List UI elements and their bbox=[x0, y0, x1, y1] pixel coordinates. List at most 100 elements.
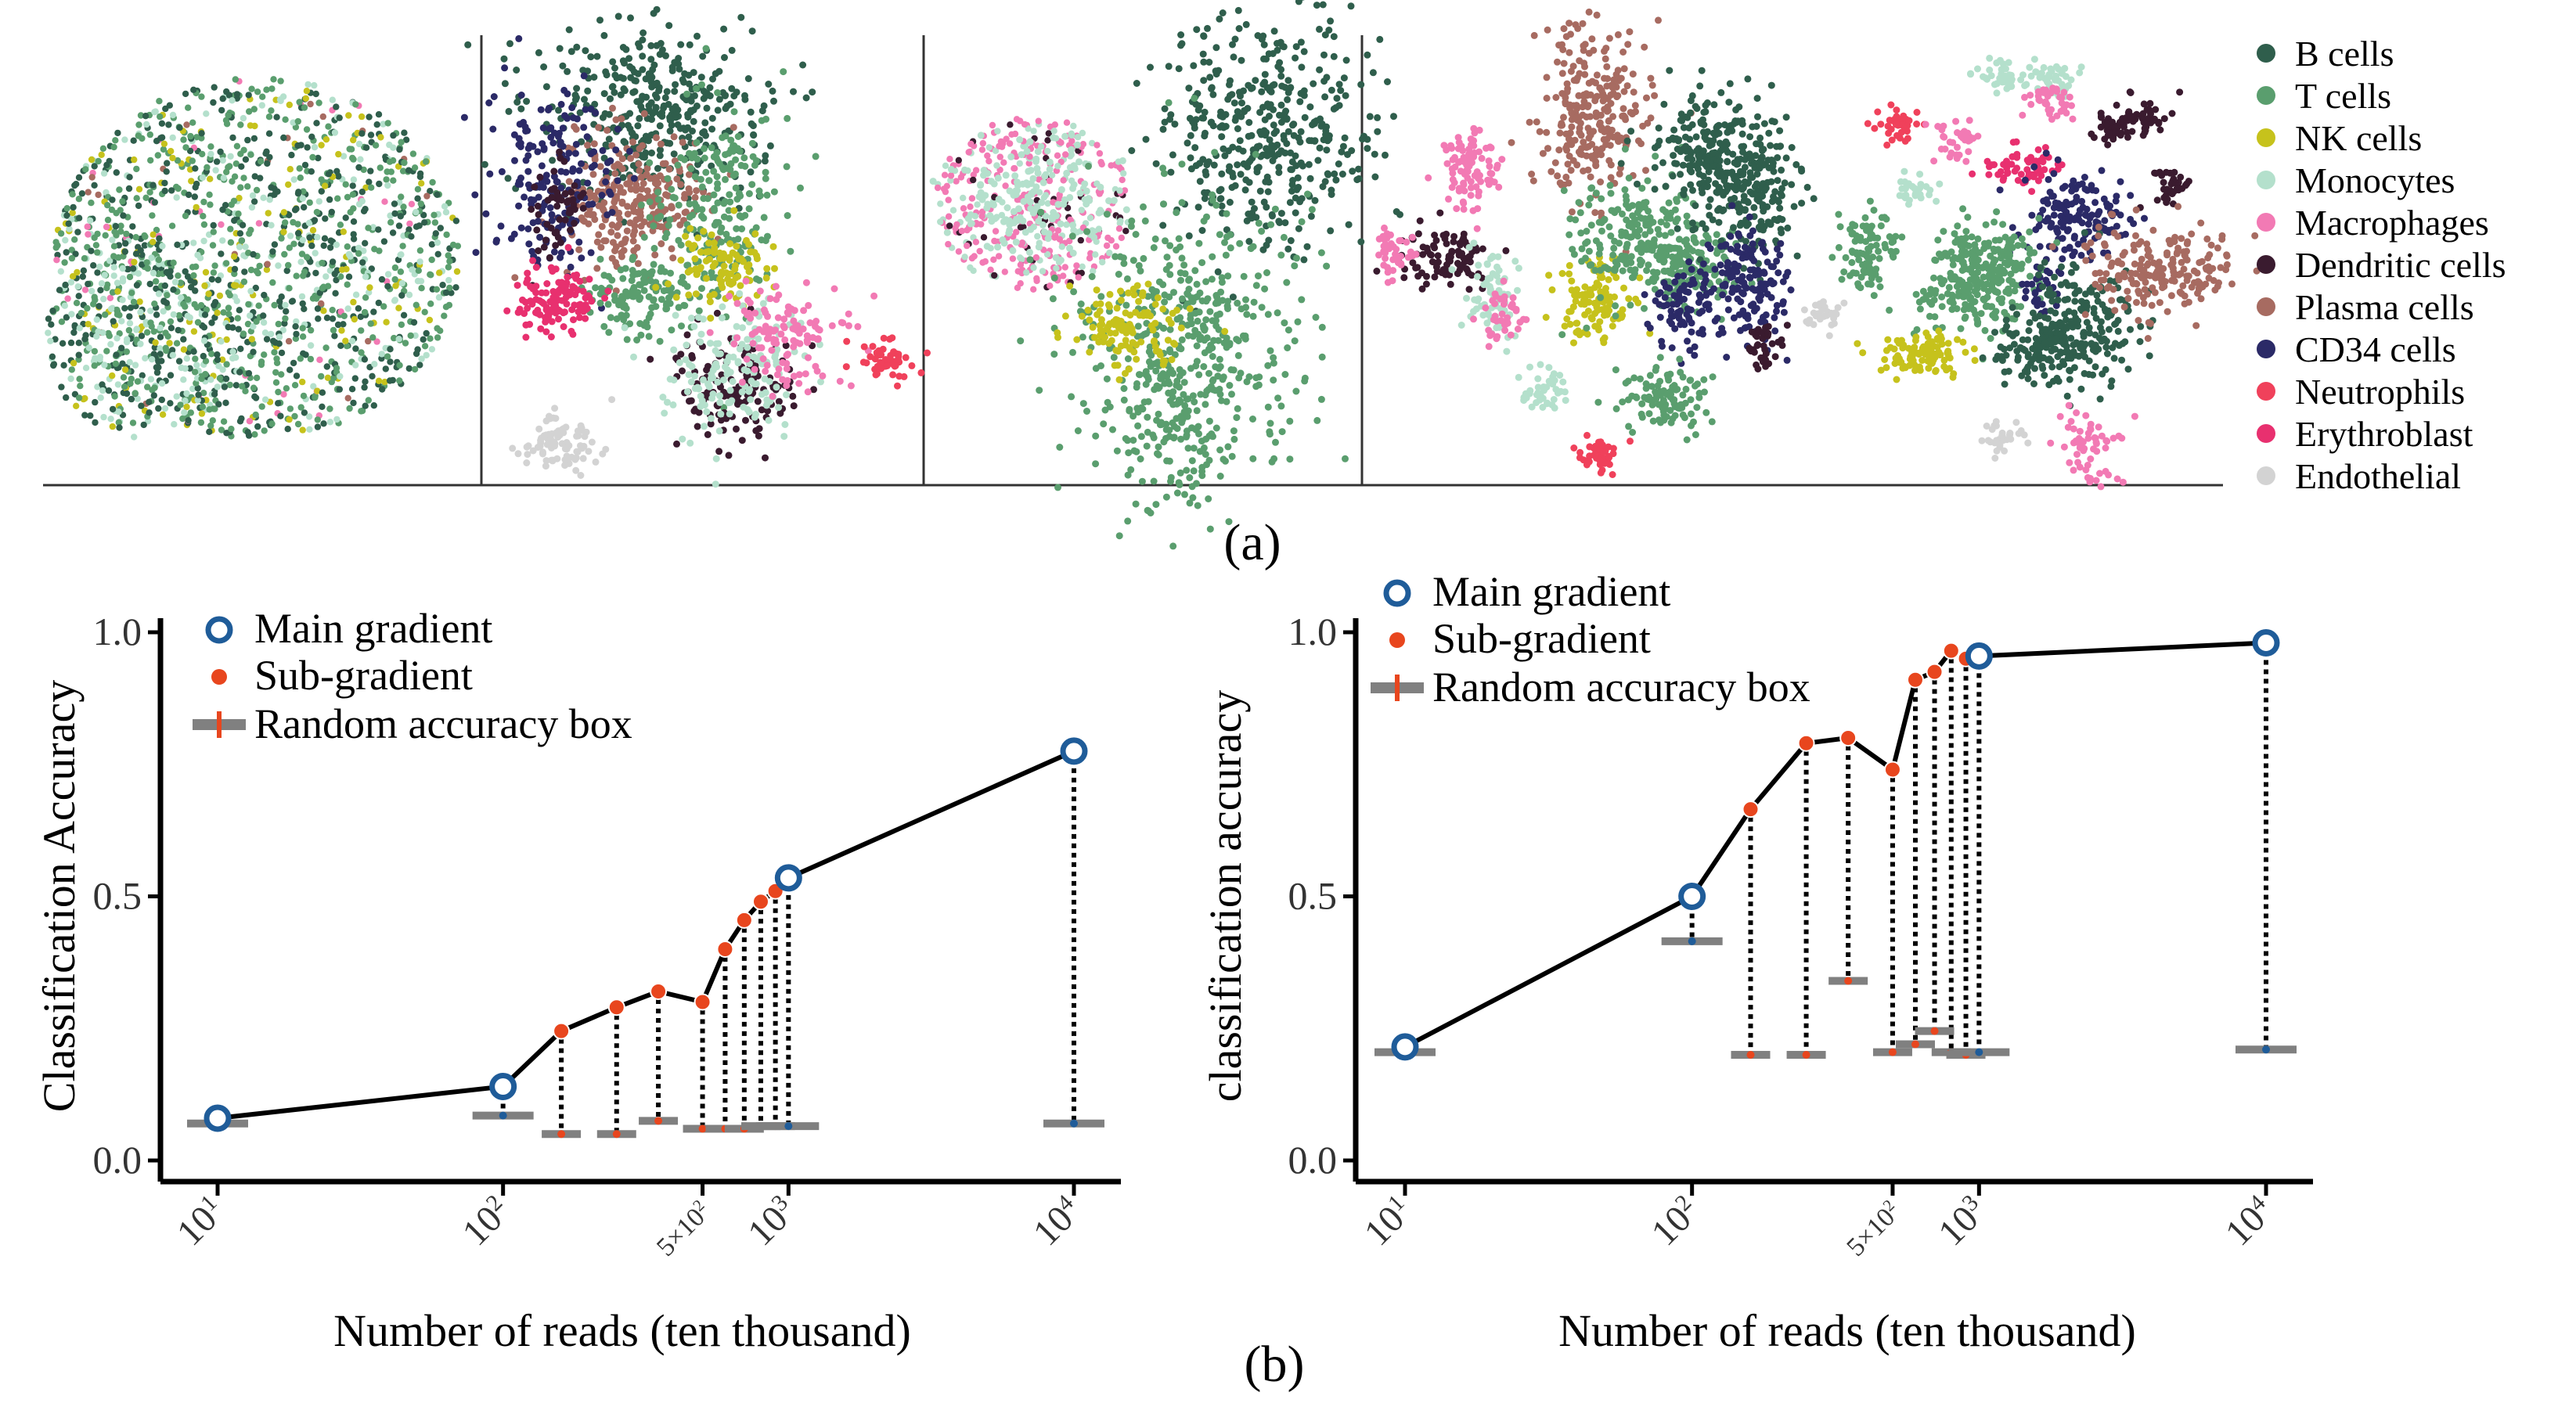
cell-point bbox=[745, 190, 753, 197]
cell-point bbox=[1045, 130, 1053, 137]
cell-point bbox=[147, 308, 154, 315]
cell-point bbox=[198, 130, 205, 137]
cell-point bbox=[1170, 289, 1177, 297]
cell-point bbox=[618, 198, 626, 206]
cell-point bbox=[278, 235, 285, 242]
cell-point bbox=[697, 248, 704, 256]
cell-point bbox=[1026, 153, 1033, 160]
cell-point bbox=[733, 225, 740, 232]
cell-point bbox=[373, 338, 380, 345]
cell-point bbox=[252, 411, 259, 419]
cell-point bbox=[106, 257, 113, 264]
cell-point bbox=[730, 108, 738, 116]
cell-point bbox=[783, 391, 790, 398]
cell-point bbox=[88, 174, 95, 181]
cell-point bbox=[1029, 175, 1037, 182]
cell-point bbox=[236, 230, 244, 237]
cell-point bbox=[648, 304, 656, 311]
cell-point bbox=[338, 327, 345, 334]
cell-point bbox=[1266, 150, 1274, 158]
cell-point bbox=[126, 358, 133, 366]
cell-point bbox=[384, 182, 391, 189]
cell-point bbox=[1297, 128, 1305, 135]
cell-point bbox=[175, 326, 182, 334]
cell-point bbox=[416, 170, 424, 178]
cell-point bbox=[380, 238, 388, 245]
cell-point bbox=[741, 95, 749, 103]
cell-point bbox=[334, 321, 342, 329]
cell-point bbox=[174, 157, 182, 164]
cell-point bbox=[631, 227, 639, 235]
cell-point bbox=[1234, 6, 1242, 14]
cell-point bbox=[1011, 165, 1018, 172]
cell-point bbox=[698, 212, 705, 220]
cell-point bbox=[1275, 218, 1283, 225]
cell-point bbox=[439, 282, 446, 289]
cell-point bbox=[608, 396, 616, 404]
cell-point bbox=[113, 335, 121, 342]
cell-point bbox=[202, 371, 209, 378]
cell-point bbox=[401, 159, 408, 167]
cell-point bbox=[693, 203, 701, 210]
cell-point bbox=[763, 264, 771, 272]
cell-point bbox=[683, 331, 691, 339]
cell-point bbox=[715, 448, 723, 455]
cell-point bbox=[81, 286, 89, 293]
cell-point bbox=[132, 234, 139, 241]
cell-point bbox=[790, 336, 798, 344]
cell-point bbox=[726, 191, 733, 199]
cell-point bbox=[336, 386, 343, 393]
cell-point bbox=[972, 239, 980, 246]
cell-point bbox=[739, 324, 746, 332]
cell-point bbox=[69, 191, 76, 198]
cell-point bbox=[576, 109, 584, 117]
cell-point bbox=[557, 184, 565, 192]
cell-point bbox=[118, 344, 125, 351]
cell-point bbox=[398, 193, 405, 200]
cell-point bbox=[1068, 232, 1076, 240]
cell-point bbox=[155, 290, 163, 297]
cell-point bbox=[152, 339, 159, 346]
cell-point bbox=[328, 208, 335, 216]
cell-point bbox=[727, 136, 735, 144]
cell-point bbox=[372, 142, 380, 149]
cell-point bbox=[690, 322, 698, 330]
cell-point bbox=[608, 254, 616, 262]
cell-point bbox=[369, 372, 376, 380]
cell-point bbox=[258, 403, 265, 410]
cell-point bbox=[1228, 91, 1236, 99]
cell-point bbox=[595, 202, 603, 210]
cell-point bbox=[90, 262, 97, 269]
cell-point bbox=[279, 326, 286, 334]
cell-point bbox=[1124, 471, 1132, 479]
cell-point bbox=[564, 243, 572, 251]
cell-point bbox=[355, 244, 362, 252]
cell-point bbox=[90, 300, 97, 308]
cell-point bbox=[208, 351, 215, 358]
cell-point bbox=[137, 340, 144, 347]
cell-point bbox=[1195, 371, 1203, 379]
cell-point bbox=[1241, 186, 1249, 194]
cell-point bbox=[1012, 238, 1020, 246]
cell-point bbox=[812, 318, 820, 325]
cell-point bbox=[796, 340, 804, 347]
cell-point bbox=[715, 340, 722, 347]
cell-point bbox=[978, 196, 986, 203]
cell-point bbox=[294, 117, 301, 125]
cell-point bbox=[391, 200, 398, 207]
cell-point bbox=[971, 253, 978, 260]
cell-point bbox=[1034, 232, 1041, 240]
cell-point bbox=[138, 333, 146, 340]
cell-point bbox=[809, 88, 816, 96]
cell-point bbox=[307, 326, 315, 334]
cell-point bbox=[308, 133, 315, 140]
cell-point bbox=[80, 267, 88, 274]
cell-point bbox=[712, 70, 719, 77]
cell-point bbox=[1086, 196, 1093, 204]
cell-point bbox=[121, 366, 129, 373]
cell-point bbox=[523, 459, 531, 466]
cell-point bbox=[665, 221, 672, 229]
cell-point bbox=[92, 419, 99, 426]
cell-point bbox=[137, 246, 144, 254]
cell-point bbox=[685, 133, 693, 141]
